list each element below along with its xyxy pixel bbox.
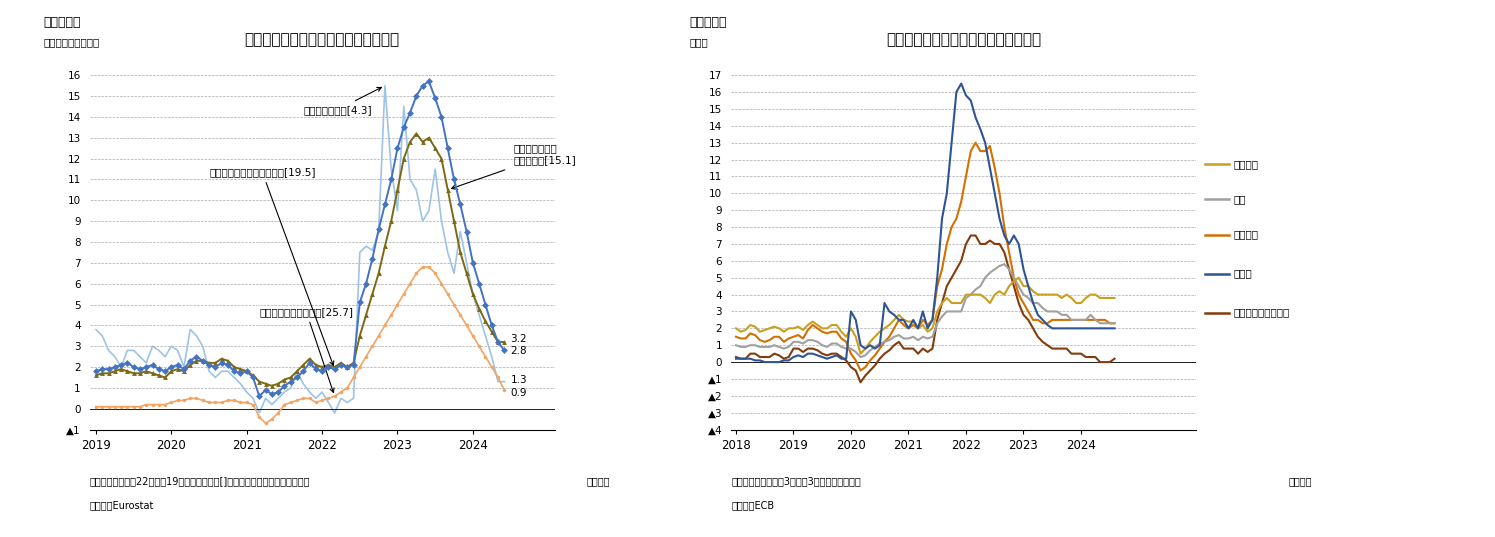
Text: （月次）: （月次） <box>588 476 610 485</box>
Text: 3.2: 3.2 <box>511 334 528 344</box>
Text: 0.9: 0.9 <box>511 388 528 398</box>
Text: （図表３）: （図表３） <box>43 16 81 29</box>
Text: 総合指数: 総合指数 <box>1233 230 1259 240</box>
Text: サービス: サービス <box>1233 159 1259 169</box>
Text: ユーロ圈のインフレ率（季節調整値）: ユーロ圈のインフレ率（季節調整値） <box>887 32 1041 47</box>
Text: （注）ユーロ圈は22年まで19か国のデータ、[]内は総合指数に対するウェイト: （注）ユーロ圈は22年まで19か国のデータ、[]内は総合指数に対するウェイト <box>90 476 309 485</box>
Text: （注）季節調整値の3か月平3か月前比年率換算: （注）季節調整値の3か月平3か月前比年率換算 <box>731 476 861 485</box>
Text: （資料）Eurostat: （資料）Eurostat <box>90 500 154 511</box>
Text: 飲食料（アルコール含む）[19.5]: 飲食料（アルコール含む）[19.5] <box>209 167 333 365</box>
Text: うち未加工食品[4.3]: うち未加工食品[4.3] <box>303 88 381 115</box>
Text: （月次）: （月次） <box>1289 476 1313 485</box>
Text: （図表４）: （図表４） <box>689 16 727 29</box>
Text: コア: コア <box>1233 194 1245 204</box>
Text: 1.3: 1.3 <box>511 375 528 384</box>
Text: （％）: （％） <box>689 37 709 47</box>
Text: （前年同月比、％）: （前年同月比、％） <box>43 37 100 47</box>
Text: ユーロ圈の飲食料価格の上昇率と内訳: ユーロ圈の飲食料価格の上昇率と内訳 <box>245 32 399 47</box>
Text: 飲食料: 飲食料 <box>1233 268 1251 279</box>
Text: 2.8: 2.8 <box>511 346 528 357</box>
Text: うち加工食品・
アルコール[15.1]: うち加工食品・ アルコール[15.1] <box>514 143 577 165</box>
Text: 財（エネルギー除く）[25.7]: 財（エネルギー除く）[25.7] <box>259 307 353 393</box>
Text: （資料）ECB: （資料）ECB <box>731 500 774 511</box>
Text: エネルギーを除く財: エネルギーを除く財 <box>1233 308 1289 318</box>
